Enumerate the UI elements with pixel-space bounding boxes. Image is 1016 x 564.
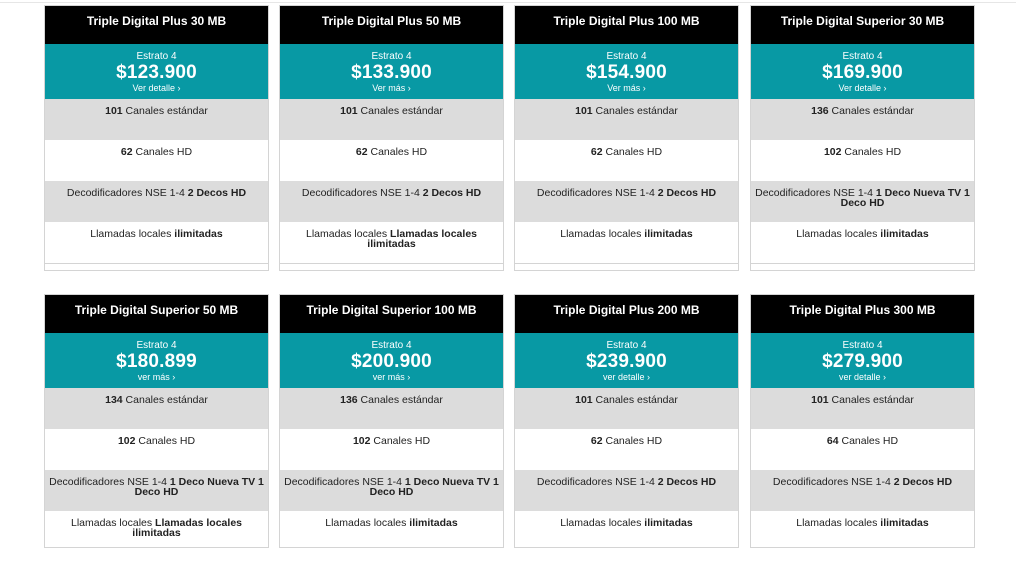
feature-decodificadores: Decodificadores NSE 1-4 2 Decos HD bbox=[751, 470, 974, 511]
detail-link[interactable]: ver más › bbox=[137, 372, 176, 382]
plan-title: Triple Digital Plus 200 MB bbox=[515, 295, 738, 333]
plan-price: $239.900 bbox=[586, 351, 667, 372]
feature-llamadas: Llamadas locales ilimitadas bbox=[751, 222, 974, 264]
detail-link[interactable]: Ver detalle › bbox=[132, 83, 181, 93]
feature-canales-estandar: 101 Canales estándar bbox=[515, 99, 738, 140]
feature-llamadas: Llamadas locales ilimitadas bbox=[515, 511, 738, 547]
estrato-label: Estrato 4 bbox=[371, 51, 412, 62]
plan-card-1: Triple Digital Plus 30 MB Estrato 4 $123… bbox=[44, 5, 269, 271]
plan-card-3: Triple Digital Plus 100 MB Estrato 4 $15… bbox=[514, 5, 739, 271]
plan-card-8: Triple Digital Plus 300 MB Estrato 4 $27… bbox=[750, 294, 975, 548]
feature-canales-estandar: 101 Canales estándar bbox=[45, 99, 268, 140]
estrato-label: Estrato 4 bbox=[606, 340, 647, 351]
feature-canales-hd: 62 Canales HD bbox=[515, 429, 738, 470]
plan-card-4: Triple Digital Superior 30 MB Estrato 4 … bbox=[750, 5, 975, 271]
plan-price: $169.900 bbox=[822, 62, 903, 83]
detail-link[interactable]: ver detalle › bbox=[602, 372, 651, 382]
plan-price: $133.900 bbox=[351, 62, 432, 83]
plan-title: Triple Digital Plus 30 MB bbox=[45, 6, 268, 44]
feature-decodificadores: Decodificadores NSE 1-4 2 Decos HD bbox=[45, 181, 268, 222]
estrato-label: Estrato 4 bbox=[842, 340, 883, 351]
plan-title: Triple Digital Plus 300 MB bbox=[751, 295, 974, 333]
estrato-label: Estrato 4 bbox=[136, 51, 177, 62]
plan-price: $200.900 bbox=[351, 351, 432, 372]
feature-decodificadores: Decodificadores NSE 1-4 1 Deco Nueva TV … bbox=[280, 470, 503, 511]
plan-price: $279.900 bbox=[822, 351, 903, 372]
price-band: Estrato 4 $279.900 ver detalle › bbox=[751, 333, 974, 388]
feature-canales-estandar: 101 Canales estándar bbox=[280, 99, 503, 140]
feature-canales-hd: 64 Canales HD bbox=[751, 429, 974, 470]
price-band: Estrato 4 $123.900 Ver detalle › bbox=[45, 44, 268, 99]
feature-llamadas: Llamadas locales ilimitadas bbox=[280, 511, 503, 547]
feature-canales-hd: 102 Canales HD bbox=[280, 429, 503, 470]
feature-llamadas: Llamadas locales ilimitadas bbox=[515, 222, 738, 264]
plan-card-5: Triple Digital Superior 50 MB Estrato 4 … bbox=[44, 294, 269, 548]
feature-llamadas: Llamadas locales Llamadas locales ilimit… bbox=[45, 511, 268, 547]
feature-canales-estandar: 136 Canales estándar bbox=[280, 388, 503, 429]
feature-canales-hd: 102 Canales HD bbox=[45, 429, 268, 470]
feature-canales-estandar: 136 Canales estándar bbox=[751, 99, 974, 140]
feature-decodificadores: Decodificadores NSE 1-4 2 Decos HD bbox=[515, 181, 738, 222]
feature-canales-estandar: 134 Canales estándar bbox=[45, 388, 268, 429]
plan-card-2: Triple Digital Plus 50 MB Estrato 4 $133… bbox=[279, 5, 504, 271]
feature-decodificadores: Decodificadores NSE 1-4 2 Decos HD bbox=[280, 181, 503, 222]
plan-price: $154.900 bbox=[586, 62, 667, 83]
plan-card-7: Triple Digital Plus 200 MB Estrato 4 $23… bbox=[514, 294, 739, 548]
feature-llamadas: Llamadas locales Llamadas locales ilimit… bbox=[280, 222, 503, 264]
feature-canales-estandar: 101 Canales estándar bbox=[515, 388, 738, 429]
feature-llamadas: Llamadas locales ilimitadas bbox=[45, 222, 268, 264]
feature-canales-hd: 62 Canales HD bbox=[280, 140, 503, 181]
estrato-label: Estrato 4 bbox=[371, 340, 412, 351]
price-band: Estrato 4 $180.899 ver más › bbox=[45, 333, 268, 388]
detail-link[interactable]: Ver más › bbox=[372, 83, 411, 93]
detail-link[interactable]: Ver detalle › bbox=[838, 83, 887, 93]
plan-title: Triple Digital Plus 50 MB bbox=[280, 6, 503, 44]
price-band: Estrato 4 $200.900 ver más › bbox=[280, 333, 503, 388]
feature-canales-estandar: 101 Canales estándar bbox=[751, 388, 974, 429]
feature-llamadas: Llamadas locales ilimitadas bbox=[751, 511, 974, 547]
plan-title: Triple Digital Superior 30 MB bbox=[751, 6, 974, 44]
detail-link[interactable]: ver detalle › bbox=[838, 372, 887, 382]
estrato-label: Estrato 4 bbox=[606, 51, 647, 62]
price-band: Estrato 4 $169.900 Ver detalle › bbox=[751, 44, 974, 99]
feature-decodificadores: Decodificadores NSE 1-4 1 Deco Nueva TV … bbox=[751, 181, 974, 222]
price-band: Estrato 4 $154.900 Ver más › bbox=[515, 44, 738, 99]
plan-card-6: Triple Digital Superior 100 MB Estrato 4… bbox=[279, 294, 504, 548]
feature-canales-hd: 102 Canales HD bbox=[751, 140, 974, 181]
feature-canales-hd: 62 Canales HD bbox=[515, 140, 738, 181]
plan-price: $180.899 bbox=[116, 351, 197, 372]
feature-decodificadores: Decodificadores NSE 1-4 2 Decos HD bbox=[515, 470, 738, 511]
detail-link[interactable]: ver más › bbox=[372, 372, 411, 382]
plan-title: Triple Digital Superior 50 MB bbox=[45, 295, 268, 333]
plan-price: $123.900 bbox=[116, 62, 197, 83]
estrato-label: Estrato 4 bbox=[842, 51, 883, 62]
top-divider bbox=[0, 2, 1016, 3]
price-band: Estrato 4 $133.900 Ver más › bbox=[280, 44, 503, 99]
plan-title: Triple Digital Superior 100 MB bbox=[280, 295, 503, 333]
detail-link[interactable]: Ver más › bbox=[607, 83, 646, 93]
plan-title: Triple Digital Plus 100 MB bbox=[515, 6, 738, 44]
feature-canales-hd: 62 Canales HD bbox=[45, 140, 268, 181]
feature-decodificadores: Decodificadores NSE 1-4 1 Deco Nueva TV … bbox=[45, 470, 268, 511]
estrato-label: Estrato 4 bbox=[136, 340, 177, 351]
price-band: Estrato 4 $239.900 ver detalle › bbox=[515, 333, 738, 388]
